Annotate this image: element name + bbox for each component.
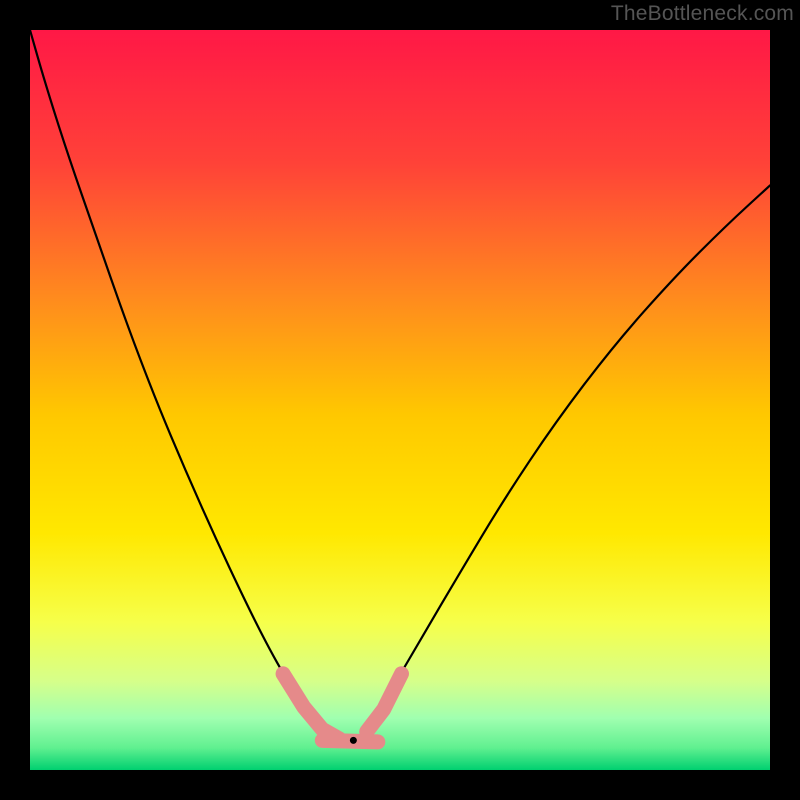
min-point-dot [350, 737, 357, 744]
chart-stage: TheBottleneck.com [0, 0, 800, 800]
plot-svg [0, 0, 800, 800]
watermark-text: TheBottleneck.com [611, 2, 794, 26]
gradient-panel [30, 30, 770, 770]
